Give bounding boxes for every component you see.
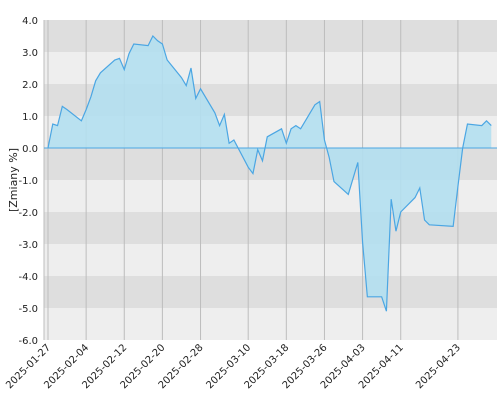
y-tick-label: -2.0 [18,208,38,219]
y-tick-label: -4.0 [18,272,38,283]
y-tick-labels: 4.0 3.0 2.0 1.0 0.0 -1.0 -2.0 -3.0 -4.0 -5.0 -6.0 [18,16,38,347]
y-tick-label: -3.0 [18,240,38,251]
y-tick-label: 1.0 [22,112,38,123]
grid-band [44,276,497,308]
y-tick-label: 3.0 [22,48,38,59]
y-tick-label: 2.0 [22,80,38,91]
y-tick-label: -1.0 [18,176,38,187]
y-axis-label: [Zmiany %] [7,148,20,212]
y-tick-label: 0.0 [22,144,38,155]
y-tick-label: -5.0 [18,304,38,315]
grid-band [44,244,497,276]
y-tick-label: 4.0 [22,16,38,27]
x-tick-label: 2025-04-23 [414,342,463,391]
x-tick-labels: 2025-01-272025-02-042025-02-122025-02-20… [4,342,463,391]
grid-band [44,308,497,340]
grid-band [44,20,497,52]
y-tick-label: -6.0 [18,336,38,347]
